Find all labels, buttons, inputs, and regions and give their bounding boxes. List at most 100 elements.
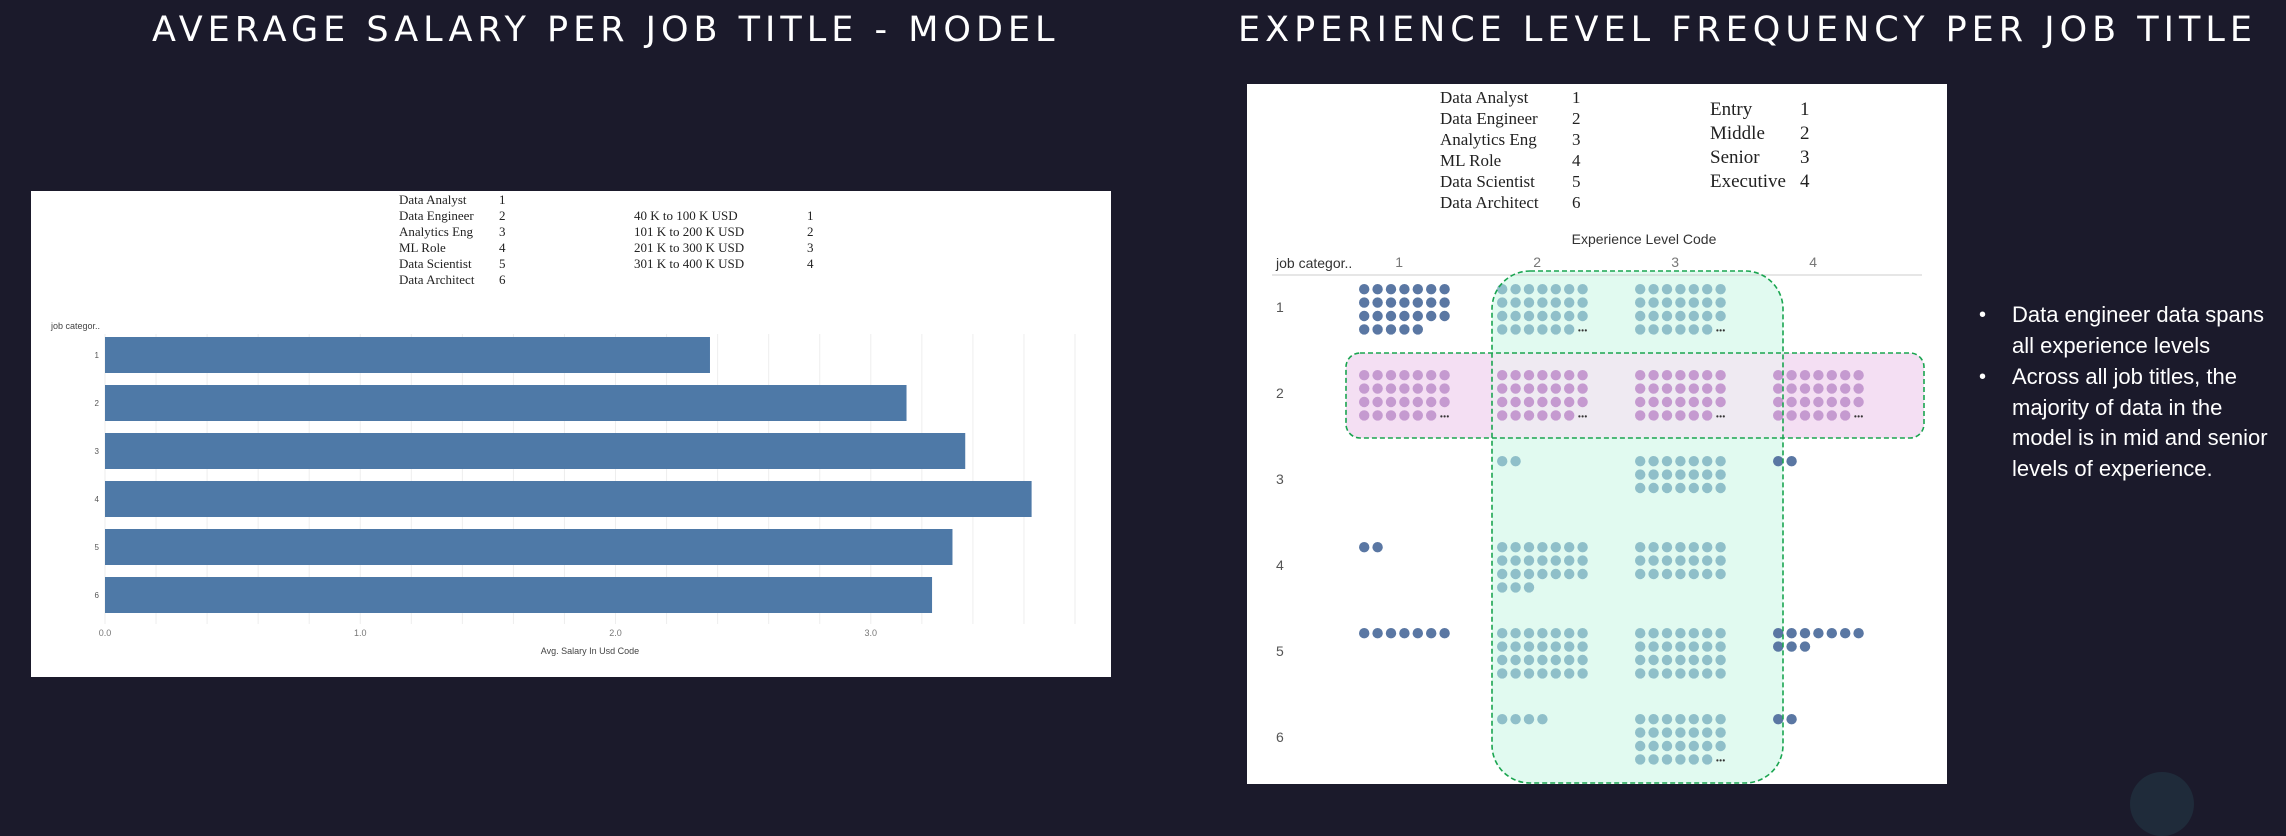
- data-dot: [1675, 568, 1686, 580]
- data-dot: [1550, 410, 1561, 421]
- salary-bar-chart: job categor.. 1 2 3 4 5 6 0.0 1.0 2.0 3.0 Avg. Sala…: [50, 321, 1076, 656]
- data-dot: [1786, 714, 1797, 725]
- data-dot: [1840, 396, 1851, 408]
- data-dot: [1550, 297, 1561, 308]
- data-dot: [1523, 641, 1535, 652]
- data-dot: [1661, 542, 1673, 553]
- data-dot: [1635, 370, 1646, 381]
- data-dot: [1661, 284, 1673, 295]
- data-dot: [1675, 396, 1686, 408]
- data-dot: [1564, 555, 1575, 566]
- data-dot: [1523, 284, 1535, 295]
- data-dot: [1688, 568, 1699, 580]
- data-dot: [1715, 469, 1726, 480]
- y-axis-label: job categor..: [1275, 255, 1352, 271]
- data-dot: [1537, 714, 1548, 725]
- data-dot: [1853, 628, 1864, 639]
- data-dot: [1497, 297, 1508, 308]
- data-dot: [1702, 297, 1713, 308]
- legend-code: 1: [807, 208, 814, 223]
- data-dot: [1523, 668, 1535, 679]
- data-dot: [1564, 396, 1575, 408]
- data-dot: [1786, 456, 1797, 467]
- data-dot: [1635, 297, 1646, 308]
- data-dot: [1635, 542, 1646, 553]
- data-dot: [1439, 284, 1450, 295]
- data-dot: [1577, 568, 1588, 580]
- data-dot: [1564, 628, 1575, 639]
- data-dot: [1799, 370, 1811, 381]
- data-dot: [1537, 668, 1548, 679]
- data-dot: [1661, 568, 1673, 580]
- data-dot: [1813, 410, 1824, 421]
- data-dot: [1359, 396, 1370, 408]
- legend-row: ML Role 4: [399, 240, 506, 256]
- data-dot: [1412, 370, 1423, 381]
- data-dot: [1661, 714, 1673, 725]
- data-dot: [1661, 668, 1673, 679]
- data-dot: [1826, 383, 1837, 394]
- data-dot: [1399, 370, 1410, 381]
- data-dot: [1675, 297, 1686, 308]
- data-dot: [1853, 383, 1864, 394]
- data-dot: [1523, 582, 1535, 593]
- legend-label: Executive: [1710, 171, 1786, 192]
- legend-label: Data Scientist: [1440, 172, 1535, 191]
- data-dot: [1564, 568, 1575, 580]
- data-dot: [1399, 310, 1410, 322]
- data-dot: [1564, 310, 1575, 322]
- data-dot: [1426, 284, 1437, 295]
- legend-row: Data Analyst 1: [399, 192, 506, 208]
- data-dot: [1799, 410, 1811, 421]
- data-dot: [1497, 370, 1508, 381]
- data-dot: [1550, 383, 1561, 394]
- data-dot: [1675, 754, 1686, 765]
- data-dot: [1702, 482, 1713, 494]
- legend-row: Data Engineer 2: [399, 208, 506, 224]
- data-dot: [1510, 542, 1521, 553]
- job-code-legend-right: Data Analyst 1 Data Engineer 2 Analytics Eng…: [1440, 87, 1581, 213]
- data-dot: [1715, 628, 1726, 639]
- legend-code: 3: [1572, 130, 1581, 149]
- legend-code: 3: [807, 240, 814, 255]
- data-dot: [1648, 714, 1659, 725]
- experience-code-legend: Entry 1 Middle 2 Senior 3 Executive 4: [1710, 98, 1810, 194]
- data-dot: [1550, 370, 1561, 381]
- truncation-mark: [1578, 415, 1581, 418]
- data-dot: [1635, 641, 1646, 652]
- data-dot: [1523, 383, 1535, 394]
- data-dot: [1372, 284, 1383, 295]
- legend-label: 101 K to 200 K USD: [634, 224, 745, 239]
- data-dot: [1359, 310, 1370, 322]
- category-tick-label: 3: [95, 447, 100, 456]
- x-tick-label: 3.0: [865, 628, 878, 638]
- legend-label: Data Engineer: [1440, 109, 1538, 128]
- bar: [105, 433, 966, 469]
- row-header: 1: [1276, 299, 1284, 315]
- data-dot: [1510, 555, 1521, 566]
- truncation-mark: [1584, 415, 1587, 418]
- data-dot: [1537, 555, 1548, 566]
- data-dot: [1826, 410, 1837, 421]
- data-dot: [1773, 641, 1784, 652]
- data-dot: [1702, 628, 1713, 639]
- data-dot: [1813, 628, 1824, 639]
- data-dot: [1675, 740, 1686, 752]
- legend-row: Senior 3: [1710, 146, 1810, 170]
- data-dot: [1550, 654, 1561, 666]
- data-dot: [1773, 383, 1784, 394]
- legend-row: Data Architect 6: [399, 272, 506, 288]
- data-dot: [1688, 456, 1699, 467]
- bar: [105, 337, 710, 373]
- legend-code: 1: [1572, 88, 1581, 107]
- data-dot: [1426, 410, 1437, 421]
- data-dot: [1715, 654, 1726, 666]
- data-dot: [1675, 542, 1686, 553]
- salary-code-legend: 40 K to 100 K USD 1 101 K to 200 K USD 2 201…: [634, 208, 814, 272]
- column-header: 4: [1809, 254, 1817, 270]
- truncation-mark: [1440, 415, 1443, 418]
- data-dot: [1661, 456, 1673, 467]
- data-dot: [1550, 628, 1561, 639]
- decorative-circle: [2130, 772, 2194, 836]
- key-findings-list: Data engineer data spans all experience …: [1976, 300, 2276, 485]
